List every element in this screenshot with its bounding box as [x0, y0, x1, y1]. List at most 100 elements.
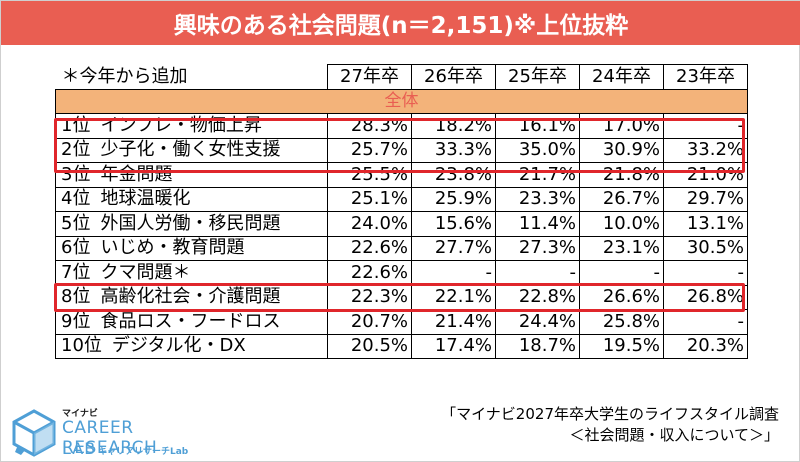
year-header: 23年卒 — [663, 64, 748, 90]
value-cell: 30.9% — [579, 137, 664, 163]
rank-label: 2位 — [61, 139, 91, 161]
table-row: 8位 高齢化社会・介護問題 22.3% 22.1% 22.8% 26.6% 26.8% — [55, 284, 748, 310]
issue-label: 外国人労働・移民問題 — [100, 212, 281, 234]
value-cell: 29.7% — [663, 186, 748, 212]
table-row: 6位 いじめ・教育問題 22.6% 27.7% 27.3% 23.1% 30.5% — [55, 235, 748, 261]
issue-cell: 10位 デジタル化・DX — [55, 333, 328, 359]
issue-label: インフレ・物価上昇 — [100, 114, 262, 136]
issue-cell: 2位 少子化・働く女性支援 — [55, 137, 328, 163]
value-cell: 28.3% — [327, 113, 412, 139]
table-row: 1位 インフレ・物価上昇 28.3% 18.2% 16.1% 17.0% - — [55, 113, 748, 139]
issue-label: 地球温暖化 — [100, 188, 191, 210]
value-cell: 20.7% — [327, 309, 412, 335]
source-line-1: 「マイナビ2027年卒大学生のライフスタイル調査 — [441, 405, 779, 423]
issue-cell: 5位 外国人労働・移民問題 — [55, 211, 328, 237]
issue-cell: 8位 高齢化社会・介護問題 — [55, 284, 328, 310]
value-cell: 33.2% — [663, 137, 748, 163]
value-cell: 23.3% — [495, 186, 580, 212]
value-cell: 22.3% — [327, 284, 412, 310]
issue-label: 食品ロス・フードロス — [100, 310, 281, 332]
table-row: 2位 少子化・働く女性支援 25.7% 33.3% 35.0% 30.9% 33.2% — [55, 137, 748, 163]
value-cell: 17.4% — [411, 333, 496, 359]
survey-table: ＊今年から追加 27年卒 26年卒 25年卒 24年卒 23年卒 全体 1位 イン… — [55, 64, 748, 359]
value-cell: 20.5% — [327, 333, 412, 359]
issue-cell: 3位 年金問題 — [55, 162, 328, 188]
year-header: 26年卒 — [411, 64, 496, 90]
issue-cell: 9位 食品ロス・フードロス — [55, 309, 328, 335]
issue-cell: 6位 いじめ・教育問題 — [55, 235, 328, 261]
new-item-note: ＊今年から追加 — [55, 64, 328, 90]
value-cell: 18.7% — [495, 333, 580, 359]
rank-label: 8位 — [61, 286, 91, 308]
rank-label: 3位 — [61, 163, 91, 185]
value-cell: 25.7% — [327, 137, 412, 163]
value-cell: 19.5% — [579, 333, 664, 359]
value-cell: 27.3% — [495, 235, 580, 261]
rank-label: 10位 — [61, 335, 102, 357]
cube-logo-icon — [12, 409, 56, 457]
rank-label: 7位 — [61, 261, 91, 283]
value-cell: - — [579, 260, 664, 286]
page-title-text: 興味のある社会問題(n＝2,151)※上位抜粋 — [173, 13, 629, 39]
issue-cell: 4位 地球温暖化 — [55, 186, 328, 212]
value-cell: 24.4% — [495, 309, 580, 335]
issue-label: 少子化・働く女性支援 — [100, 139, 281, 161]
table-row: 10位 デジタル化・DX 20.5% 17.4% 18.7% 19.5% 20.3% — [55, 333, 748, 359]
logo-sub-text: キャリアリサーチLab — [98, 447, 189, 457]
value-cell: 20.3% — [663, 333, 748, 359]
group-row: 全体 — [55, 88, 748, 114]
page-title: 興味のある社会問題(n＝2,151)※上位抜粋 — [1, 1, 800, 45]
value-cell: 17.0% — [579, 113, 664, 139]
value-cell: 21.7% — [495, 162, 580, 188]
value-cell: 26.8% — [663, 284, 748, 310]
value-cell: 18.2% — [411, 113, 496, 139]
value-cell: 30.5% — [663, 235, 748, 261]
year-header: 25年卒 — [495, 64, 580, 90]
group-label: 全体 — [55, 88, 748, 114]
value-cell: 26.6% — [579, 284, 664, 310]
rank-label: 4位 — [61, 188, 91, 210]
value-cell: 13.1% — [663, 211, 748, 237]
value-cell: 22.8% — [495, 284, 580, 310]
year-header: 24年卒 — [579, 64, 664, 90]
value-cell: 25.9% — [411, 186, 496, 212]
value-cell: 24.0% — [327, 211, 412, 237]
rank-label: 6位 — [61, 237, 91, 259]
value-cell: - — [663, 113, 748, 139]
value-cell: 23.8% — [411, 162, 496, 188]
value-cell: 25.1% — [327, 186, 412, 212]
value-cell: 22.1% — [411, 284, 496, 310]
rank-label: 9位 — [61, 310, 91, 332]
logo: マイナビ CAREER RESEARCH LAB キャリアリサーチLab — [11, 406, 211, 460]
value-cell: 22.6% — [327, 235, 412, 261]
issue-label: クマ問題＊ — [100, 261, 191, 283]
value-cell: 21.8% — [579, 162, 664, 188]
value-cell: 15.6% — [411, 211, 496, 237]
value-cell: 21.4% — [411, 309, 496, 335]
value-cell: 16.1% — [495, 113, 580, 139]
issue-label: 高齢化社会・介護問題 — [100, 286, 281, 308]
table-row: 4位 地球温暖化 25.1% 25.9% 23.3% 26.7% 29.7% — [55, 186, 748, 212]
value-cell: 25.5% — [327, 162, 412, 188]
rank-label: 5位 — [61, 212, 91, 234]
logo-lab-text: LAB — [62, 439, 97, 458]
rank-label: 1位 — [61, 114, 91, 136]
table-row: 5位 外国人労働・移民問題 24.0% 15.6% 11.4% 10.0% 13.1% — [55, 211, 748, 237]
value-cell: 27.7% — [411, 235, 496, 261]
value-cell: - — [663, 260, 748, 286]
source-line-2: ＜社会問題・収入について＞」 — [569, 426, 779, 444]
issue-label: 年金問題 — [100, 163, 173, 185]
value-cell: 21.0% — [663, 162, 748, 188]
source-citation: 「マイナビ2027年卒大学生のライフスタイル調査 ＜社会問題・収入について＞」 — [441, 404, 779, 446]
table-row: 9位 食品ロス・フードロス 20.7% 21.4% 24.4% 25.8% - — [55, 309, 748, 335]
value-cell: 25.8% — [579, 309, 664, 335]
table-row: 7位 クマ問題＊ 22.6% - - - - — [55, 260, 748, 286]
value-cell: - — [663, 309, 748, 335]
issue-label: いじめ・教育問題 — [100, 237, 245, 259]
value-cell: 26.7% — [579, 186, 664, 212]
value-cell: - — [411, 260, 496, 286]
issue-cell: 1位 インフレ・物価上昇 — [55, 113, 328, 139]
logo-brand-small: マイナビ — [62, 409, 98, 419]
logo-main-text: CAREER RESEARCH — [62, 418, 158, 458]
